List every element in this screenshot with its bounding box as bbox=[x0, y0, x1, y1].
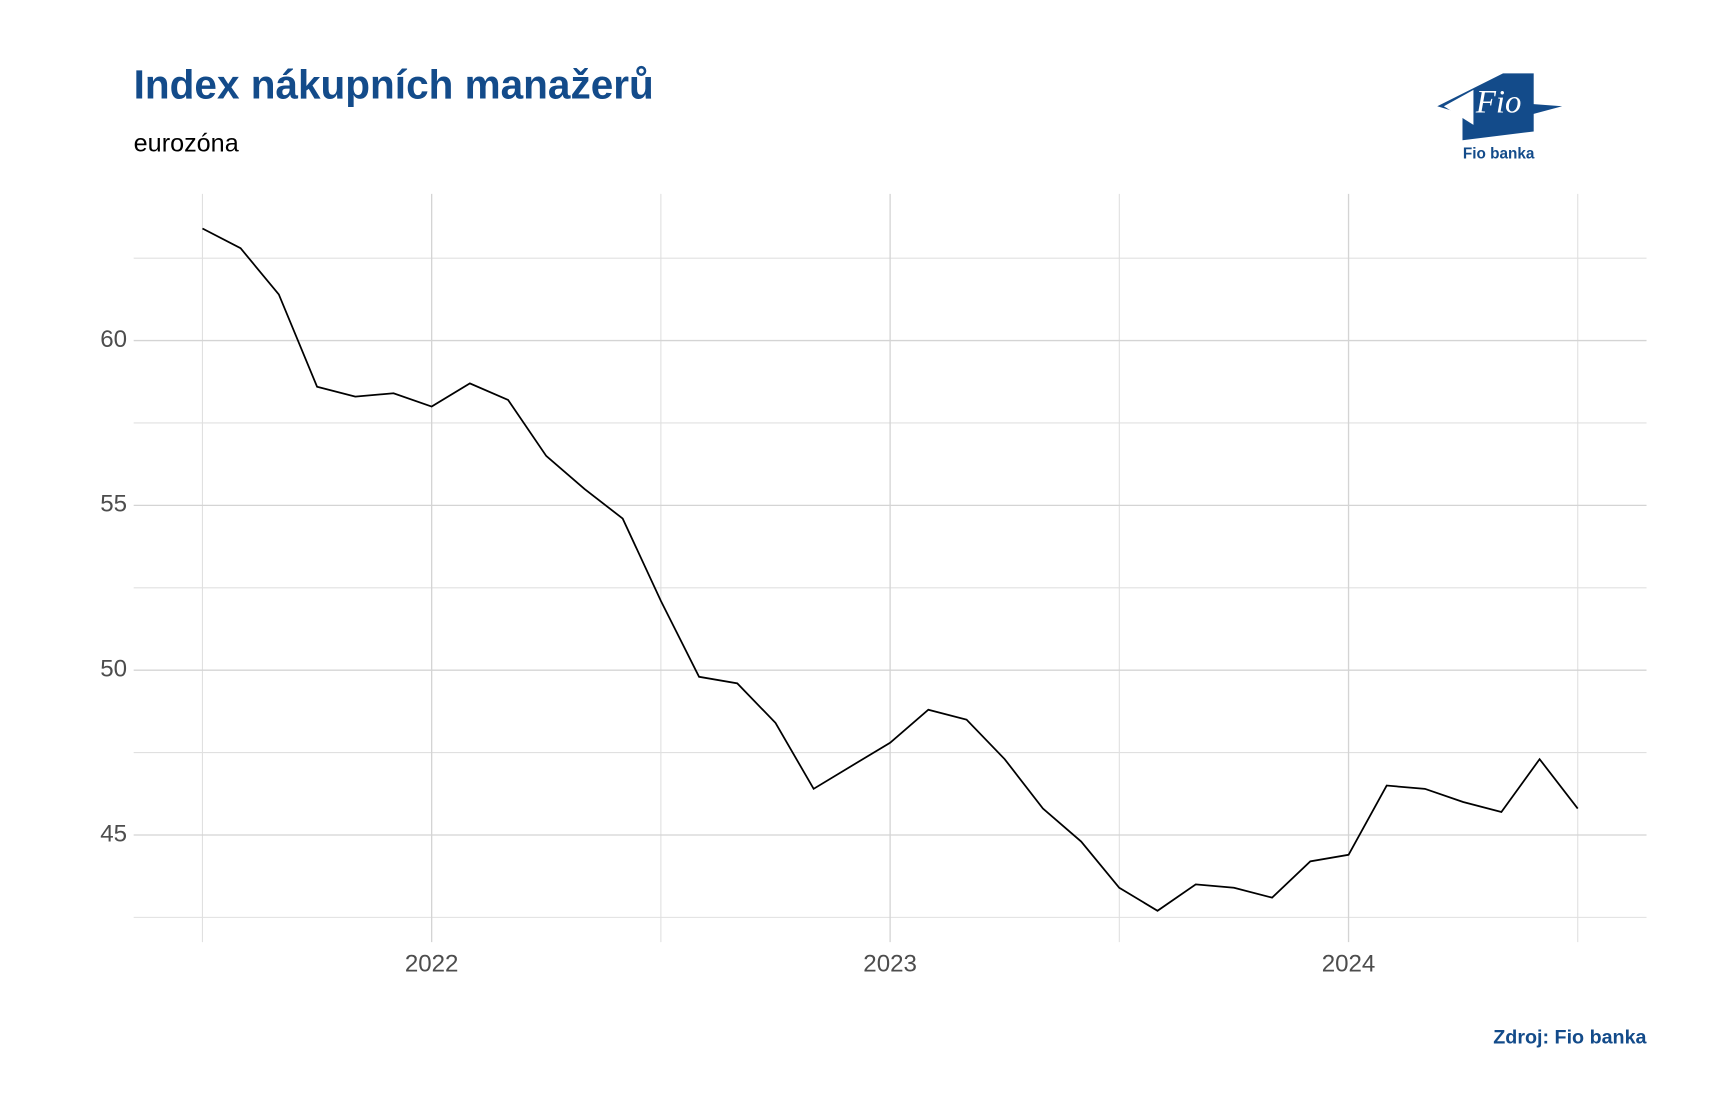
source: Zdroj: Fio banka bbox=[1493, 1027, 1647, 1049]
y-tick-label: 45 bbox=[100, 820, 127, 847]
logo-shape bbox=[1437, 73, 1563, 141]
line bbox=[202, 227, 1579, 912]
chart-title: Index nákupních manažerů bbox=[134, 61, 654, 107]
logo-mark: Fio bbox=[1475, 85, 1522, 121]
x-tick-label: 2023 bbox=[863, 950, 917, 977]
y-tick-label: 50 bbox=[100, 656, 127, 683]
x-tick-label: 2022 bbox=[405, 950, 459, 977]
y-tick-label: 60 bbox=[100, 326, 127, 353]
y-tick-label: 55 bbox=[100, 491, 127, 518]
logo: Fio Fio banka bbox=[1437, 73, 1563, 163]
logo-shape bbox=[1443, 89, 1474, 125]
chart-subtitle: eurozóna bbox=[134, 129, 240, 157]
logo-name: Fio banka bbox=[1463, 146, 1535, 163]
x-tick-label: 2024 bbox=[1322, 950, 1376, 977]
